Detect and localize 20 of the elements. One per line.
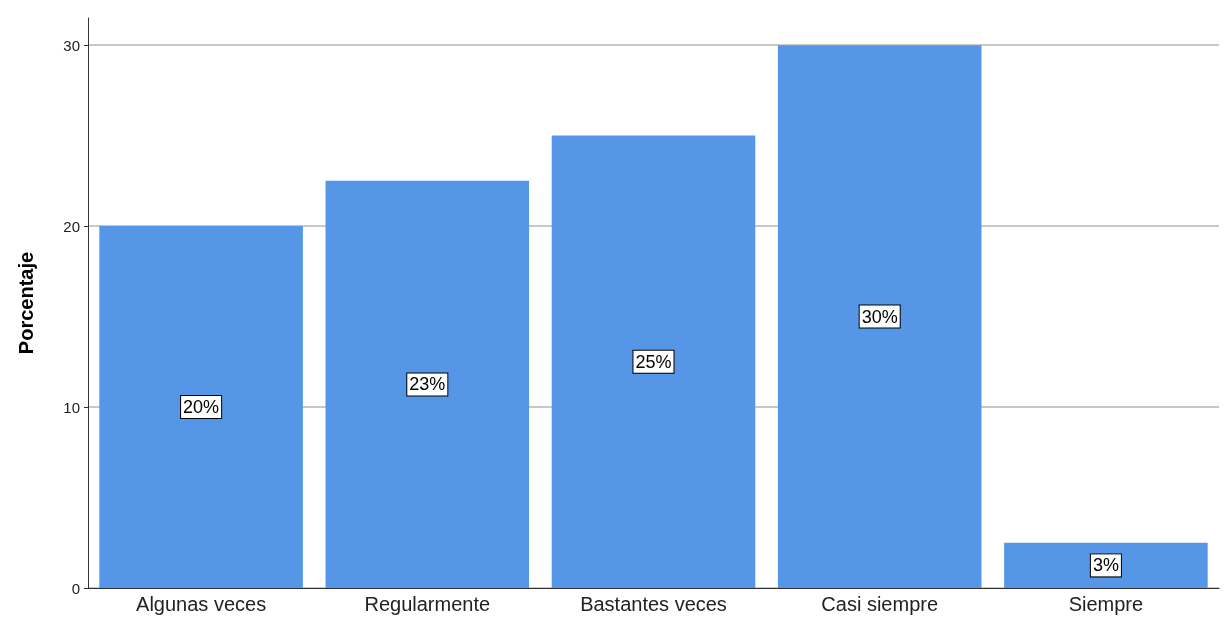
bar [777, 45, 982, 588]
data-label: 3% [1092, 555, 1119, 576]
x-tick-label: Casi siempre [821, 593, 939, 615]
data-label: 20% [183, 397, 220, 418]
data-label: 30% [861, 306, 898, 327]
y-tick-label: 30 [63, 36, 80, 54]
y-tick-label: 20 [63, 217, 80, 235]
bar [325, 180, 530, 588]
x-tick-label: Algunas veces [136, 593, 267, 615]
bar [99, 226, 303, 588]
x-tick-label: Bastantes veces [580, 593, 727, 615]
y-axis-title: Porcentaje [15, 251, 37, 355]
x-tick-label: Regularmente [364, 593, 491, 615]
data-label: 23% [409, 374, 446, 395]
bar [551, 135, 756, 588]
x-tick-label: Siempre [1068, 593, 1144, 615]
y-tick-label: 0 [71, 579, 80, 597]
data-label: 25% [635, 351, 672, 372]
y-tick-label: 10 [63, 398, 80, 416]
bar [1004, 542, 1208, 588]
